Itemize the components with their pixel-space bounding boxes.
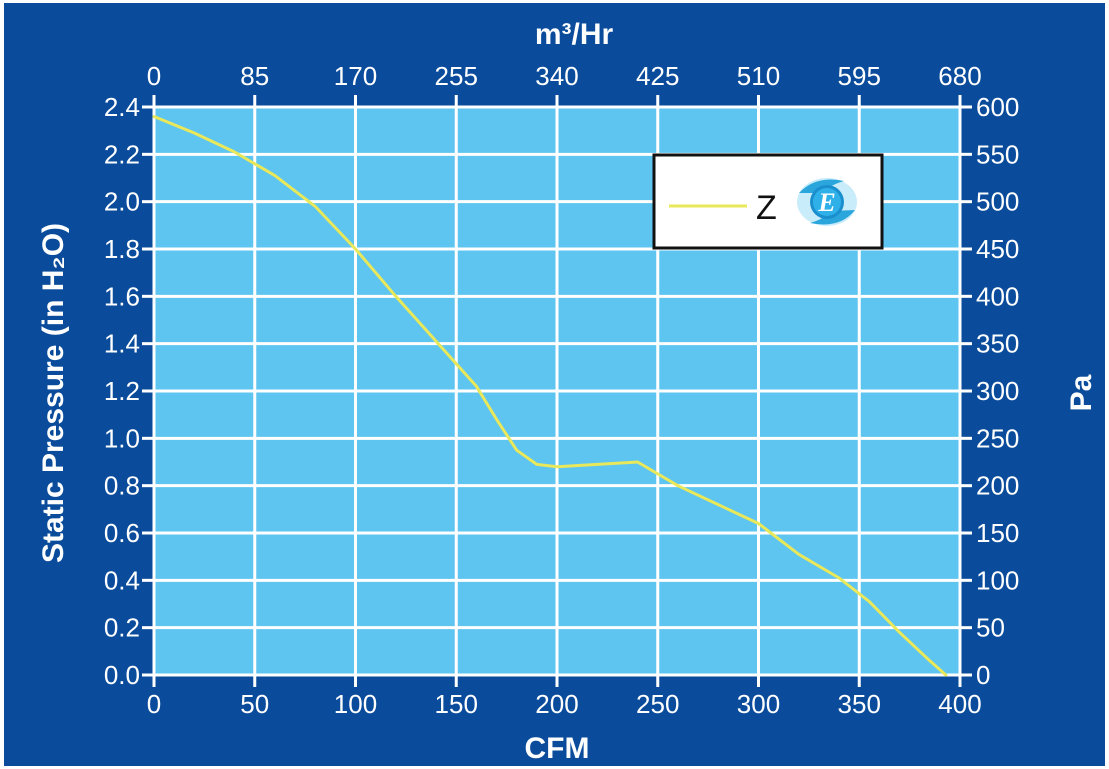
x2-tick-label: 85 — [240, 61, 269, 91]
x2-tick-label: 510 — [737, 61, 780, 91]
x-tick-label: 100 — [334, 689, 377, 719]
y-tick-label: 0.0 — [104, 660, 140, 690]
y-tick-label: 2.2 — [104, 139, 140, 169]
x2-tick-label: 595 — [838, 61, 881, 91]
tick-marks — [142, 95, 972, 687]
y-tick-label: 2.4 — [104, 92, 140, 122]
series-line — [152, 115, 948, 677]
x-tick-label: 400 — [938, 689, 981, 719]
legend-label: Z — [756, 189, 777, 227]
x2-tick-label: 0 — [147, 61, 161, 91]
y-tick-label: 1.0 — [104, 423, 140, 453]
svg-text:E: E — [817, 188, 835, 217]
y2-tick-label: 600 — [976, 92, 1019, 122]
x-tick-label: 250 — [636, 689, 679, 719]
y-tick-label: 2.0 — [104, 187, 140, 217]
x2-tick-label: 340 — [535, 61, 578, 91]
x-tick-label: 200 — [535, 689, 578, 719]
y2-tick-label: 250 — [976, 423, 1019, 453]
y2-tick-label: 150 — [976, 518, 1019, 548]
y2-axis-title: Pa — [1065, 374, 1098, 411]
y2-tick-label: 350 — [976, 329, 1019, 359]
y2-tick-label: 450 — [976, 234, 1019, 264]
x-tick-label: 50 — [240, 689, 269, 719]
x2-tick-label: 170 — [334, 61, 377, 91]
y2-tick-label: 500 — [976, 187, 1019, 217]
y-tick-label: 1.2 — [104, 376, 140, 406]
y-tick-label: 0.6 — [104, 518, 140, 548]
x2-tick-label: 425 — [636, 61, 679, 91]
y-tick-label: 1.8 — [104, 234, 140, 264]
y-tick-label: 0.4 — [104, 565, 140, 595]
x2-tick-label: 680 — [938, 61, 981, 91]
x-tick-label: 0 — [147, 689, 161, 719]
x-tick-label: 150 — [435, 689, 478, 719]
y-tick-label: 1.4 — [104, 329, 140, 359]
x2-tick-label: 255 — [435, 61, 478, 91]
y-tick-label: 0.2 — [104, 613, 140, 643]
y2-tick-label: 200 — [976, 471, 1019, 501]
chart-frame: 0 0 50 85 100 170 150 255 200 340 250 425 300 510 350 5… — [4, 3, 1105, 766]
x-tick-label: 300 — [737, 689, 780, 719]
legend: Z E — [652, 153, 884, 250]
tick-labels: 0 0 50 85 100 170 150 255 200 340 250 425 300 510 350 5… — [104, 61, 1020, 719]
y2-tick-label: 0 — [976, 660, 990, 690]
y-tick-label: 0.8 — [104, 471, 140, 501]
x2-axis-title: m³/Hr — [535, 18, 614, 51]
y2-tick-label: 50 — [976, 613, 1005, 643]
series-group — [152, 115, 948, 677]
y2-tick-label: 300 — [976, 376, 1019, 406]
x-tick-label: 350 — [838, 689, 881, 719]
y2-tick-label: 100 — [976, 565, 1019, 595]
y-axis-title: Static Pressure (in H₂O) — [37, 223, 70, 563]
x-axis-title: CFM — [525, 732, 590, 765]
y2-tick-label: 550 — [976, 139, 1019, 169]
y2-tick-label: 400 — [976, 281, 1019, 311]
logo-icon: E — [797, 178, 857, 226]
y-tick-label: 1.6 — [104, 281, 140, 311]
chart: 0 0 50 85 100 170 150 255 200 340 250 425 300 510 350 5… — [37, 18, 1098, 765]
